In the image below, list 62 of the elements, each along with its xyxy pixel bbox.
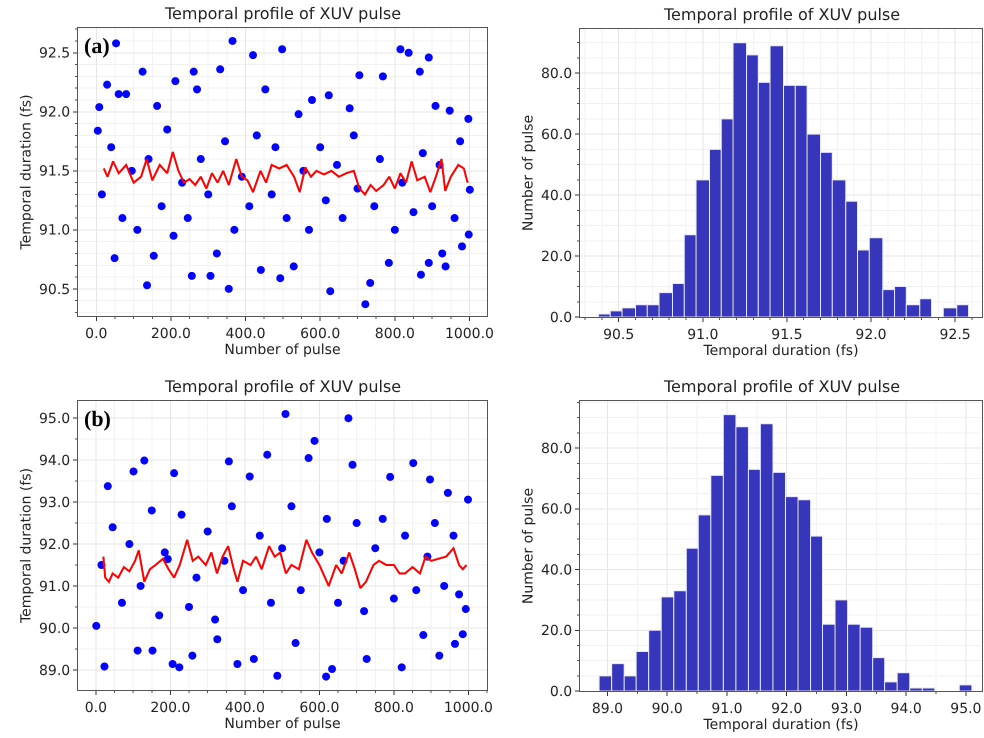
- y-tick-label: 92.0: [39, 536, 70, 553]
- line-series: [102, 538, 468, 590]
- y-tick-label: 94.0: [39, 453, 70, 470]
- y-tick-label: 92.0: [39, 104, 70, 121]
- x-tick-label: 600.0: [299, 700, 340, 716]
- y-tick-label: 91.5: [39, 164, 70, 180]
- chart-title: Temporal profile of XUV pulse: [663, 377, 900, 396]
- y-tick-label: 90.0: [39, 620, 70, 637]
- x-tick-label: 89.0: [592, 700, 624, 717]
- x-tick-label: 92.5: [940, 326, 971, 343]
- y-tick-label: 89.0: [39, 662, 70, 679]
- x-tick-label: 91.5: [771, 326, 802, 343]
- y-axis-title: Temporal duration (fs): [18, 94, 35, 251]
- y-tick-label: 90.5: [39, 282, 70, 298]
- y-tick-label: 20.0: [541, 248, 572, 265]
- x-tick-label: 90.5: [603, 326, 634, 343]
- x-axis-title: Number of pulse: [224, 716, 341, 732]
- y-axis-title: Number of pulse: [520, 114, 537, 232]
- x-tick-label: 91.0: [687, 326, 718, 343]
- x-tick-label: 95.0: [950, 700, 982, 717]
- x-axis-title: Number of pulse: [224, 342, 341, 358]
- y-tick-label: 20.0: [541, 623, 572, 640]
- x-tick-label: 1000.0: [444, 700, 493, 716]
- annotation: (b): [84, 406, 111, 431]
- y-axis-title: Number of pulse: [520, 488, 537, 604]
- x-tick-label: 800.0: [374, 326, 415, 342]
- y-tick-label: 0.0: [550, 684, 572, 700]
- x-tick-label: 600.0: [300, 326, 340, 342]
- x-axis-title: Temporal duration (fs): [702, 342, 859, 359]
- line-series: [102, 150, 469, 196]
- y-tick-label: 80.0: [541, 66, 572, 82]
- y-tick-label: 40.0: [541, 188, 572, 204]
- x-tick-label: 94.0: [890, 700, 922, 717]
- x-tick-label: 92.0: [771, 700, 802, 717]
- x-tick-label: 90.0: [652, 700, 683, 717]
- x-tick-label: 200.0: [150, 326, 191, 342]
- y-tick-label: 0.0: [550, 310, 572, 326]
- x-tick-label: 0.0: [85, 326, 108, 342]
- chart-title: Temporal profile of XUV pulse: [164, 4, 402, 23]
- y-tick-label: 80.0: [541, 440, 572, 457]
- x-tick-label: 93.0: [830, 700, 862, 717]
- x-tick-label: 400.0: [226, 326, 266, 342]
- chart-title: Temporal profile of XUV pulse: [164, 377, 402, 396]
- y-tick-label: 91.0: [39, 222, 70, 239]
- x-tick-label: 200.0: [150, 700, 190, 716]
- x-tick-label: 400.0: [224, 700, 265, 716]
- y-tick-label: 60.0: [541, 127, 572, 144]
- y-tick-label: 92.5: [39, 46, 70, 62]
- chart-title: Temporal profile of XUV pulse: [663, 5, 900, 24]
- x-tick-label: 800.0: [374, 700, 414, 716]
- x-tick-label: 1000.0: [444, 326, 494, 342]
- y-tick-label: 93.0: [39, 494, 70, 511]
- x-tick-label: 92.0: [855, 326, 887, 343]
- y-tick-label: 91.0: [39, 578, 70, 595]
- x-tick-label: 91.0: [711, 700, 743, 717]
- x-tick-label: 0.0: [84, 700, 108, 716]
- annotation: (a): [84, 33, 110, 58]
- y-tick-label: 40.0: [541, 562, 572, 578]
- y-axis-title: Temporal duration (fs): [18, 468, 35, 624]
- y-tick-label: 60.0: [541, 502, 572, 518]
- x-axis-title: Temporal duration (fs): [702, 716, 859, 733]
- y-tick-label: 95.0: [39, 411, 70, 428]
